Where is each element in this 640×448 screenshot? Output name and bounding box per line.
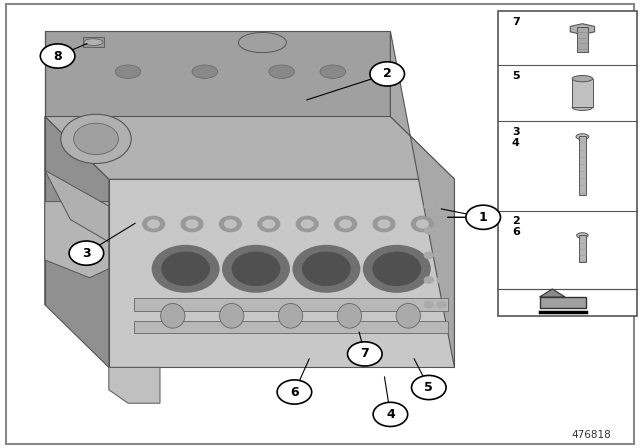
Circle shape (335, 216, 356, 232)
Circle shape (220, 216, 241, 232)
Bar (579, 235, 586, 263)
Bar (579, 136, 586, 195)
Ellipse shape (192, 65, 218, 78)
Ellipse shape (572, 76, 593, 82)
Bar (577, 27, 588, 52)
Circle shape (40, 44, 75, 68)
Circle shape (340, 220, 351, 228)
Circle shape (348, 342, 382, 366)
Circle shape (437, 277, 446, 283)
Polygon shape (45, 116, 109, 367)
Circle shape (293, 246, 360, 292)
Circle shape (417, 220, 428, 228)
Ellipse shape (278, 304, 303, 328)
Polygon shape (134, 298, 448, 311)
Circle shape (296, 216, 318, 232)
Polygon shape (134, 321, 448, 333)
FancyBboxPatch shape (6, 4, 634, 444)
Circle shape (232, 252, 280, 285)
Circle shape (424, 277, 433, 283)
Circle shape (74, 123, 118, 155)
Polygon shape (570, 24, 595, 34)
Text: 7: 7 (360, 347, 369, 361)
Circle shape (424, 228, 433, 234)
Ellipse shape (161, 304, 185, 328)
Text: 3: 3 (512, 127, 520, 137)
Circle shape (143, 216, 164, 232)
Polygon shape (45, 202, 109, 278)
Circle shape (373, 402, 408, 426)
Polygon shape (45, 170, 109, 242)
Circle shape (186, 220, 198, 228)
Circle shape (61, 114, 131, 164)
Ellipse shape (220, 304, 244, 328)
Text: 3: 3 (82, 246, 91, 260)
Ellipse shape (577, 233, 588, 238)
Polygon shape (45, 31, 390, 116)
Circle shape (148, 220, 159, 228)
Text: 2: 2 (512, 216, 520, 226)
Ellipse shape (115, 65, 141, 78)
Text: 4: 4 (512, 138, 520, 147)
Polygon shape (45, 116, 454, 179)
Ellipse shape (572, 104, 593, 111)
Circle shape (412, 375, 446, 400)
Circle shape (424, 252, 433, 258)
Circle shape (152, 246, 219, 292)
Circle shape (437, 302, 446, 308)
Circle shape (424, 302, 433, 308)
Ellipse shape (269, 65, 294, 78)
Circle shape (258, 216, 280, 232)
Ellipse shape (320, 65, 346, 78)
Circle shape (225, 220, 236, 228)
Circle shape (412, 216, 433, 232)
Text: 8: 8 (53, 49, 62, 63)
Ellipse shape (576, 134, 589, 140)
Circle shape (373, 252, 420, 285)
Circle shape (370, 62, 404, 86)
Circle shape (181, 216, 203, 232)
Circle shape (437, 252, 446, 258)
Circle shape (303, 252, 350, 285)
Circle shape (437, 203, 446, 209)
Ellipse shape (238, 33, 287, 53)
Text: 6: 6 (512, 227, 520, 237)
Circle shape (277, 380, 312, 404)
Circle shape (437, 228, 446, 234)
Circle shape (378, 220, 390, 228)
Circle shape (162, 252, 209, 285)
FancyBboxPatch shape (498, 11, 637, 316)
Circle shape (364, 246, 430, 292)
Bar (572, 79, 593, 108)
Text: 5: 5 (424, 381, 433, 394)
Circle shape (223, 246, 289, 292)
Text: 2: 2 (383, 67, 392, 81)
Bar (83, 37, 104, 47)
Ellipse shape (84, 39, 103, 46)
Circle shape (69, 241, 104, 265)
Polygon shape (109, 367, 160, 403)
Ellipse shape (337, 304, 362, 328)
Text: 1: 1 (479, 211, 488, 224)
Text: 6: 6 (290, 385, 299, 399)
Polygon shape (540, 297, 586, 308)
Text: 5: 5 (512, 71, 520, 81)
Text: 476818: 476818 (572, 430, 611, 440)
Polygon shape (390, 31, 454, 367)
Circle shape (301, 220, 313, 228)
Circle shape (424, 203, 433, 209)
Polygon shape (109, 179, 454, 367)
Circle shape (373, 216, 395, 232)
Ellipse shape (396, 304, 420, 328)
Text: 4: 4 (386, 408, 395, 421)
Polygon shape (540, 289, 565, 297)
Text: 7: 7 (512, 17, 520, 27)
Circle shape (466, 205, 500, 229)
Circle shape (263, 220, 275, 228)
